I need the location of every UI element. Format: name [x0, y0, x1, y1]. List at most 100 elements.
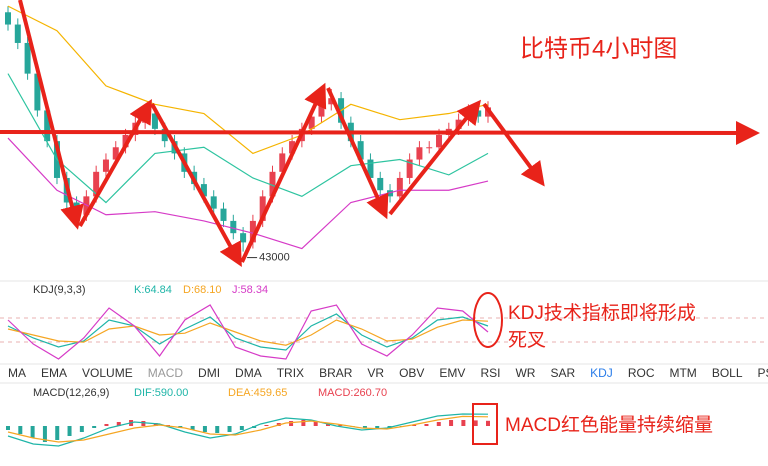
indicator-line: [7, 304, 489, 360]
histogram-bar: [215, 426, 220, 433]
annotation-note: 死叉: [508, 330, 546, 351]
candle-body: [122, 135, 129, 148]
annotation-arrows: [0, 0, 760, 445]
histogram-bar: [436, 422, 441, 426]
candle-body: [161, 128, 168, 142]
indicator-tab[interactable]: WR: [515, 366, 535, 380]
legend-entry: DIF:590.00: [134, 387, 188, 399]
histogram-bar: [412, 425, 417, 426]
histogram-bar: [289, 421, 294, 426]
price-pane: 43000: [5, 5, 491, 263]
candle-body: [93, 171, 100, 197]
histogram-bar: [67, 426, 72, 436]
indicator-tab[interactable]: VR: [367, 366, 384, 380]
macd-pane: MACD(12,26,9) DIF:590.00 DEA:459.65 MACD:26…: [6, 387, 490, 447]
candle-body: [24, 42, 31, 74]
candle-body: [112, 147, 119, 160]
indicator-tab[interactable]: PSY: [758, 366, 768, 380]
histogram-bar: [449, 420, 454, 426]
indicator-line: [7, 319, 489, 346]
histogram-bar: [424, 424, 429, 426]
histogram-bar: [375, 426, 380, 429]
indicator-tab[interactable]: OBV: [399, 366, 424, 380]
indicator-title: MACD(12,26,9): [33, 387, 109, 399]
highlight-ellipse: [473, 292, 503, 348]
annotation-note: MACD红色能量持续缩量: [505, 414, 713, 436]
histogram-bar: [42, 426, 47, 442]
trend-arrow: [326, 87, 389, 220]
indicator-line: [7, 415, 489, 443]
annotation-note: KDJ技术指标即将形成: [508, 302, 696, 324]
kdj-pane: KDJ(9,3,3) K:64.84 D:68.10 J:58.34: [7, 284, 489, 360]
histogram-bar: [301, 420, 306, 426]
histogram-bar: [55, 426, 60, 440]
trend-arrow: [240, 82, 327, 263]
candle-body: [318, 104, 325, 117]
histogram-bar: [104, 424, 109, 426]
indicator-tabs: MA EMA VOLUME MACD DMI DMA TRIX BRAR VR OBV EMV RSI…: [8, 366, 768, 380]
indicator-tab[interactable]: BRAR: [319, 366, 353, 380]
indicator-tab[interactable]: MA: [8, 366, 26, 380]
histogram-bar: [18, 426, 23, 434]
histogram-bar: [202, 426, 207, 432]
candle-body: [210, 196, 217, 209]
ma-line: [7, 73, 489, 204]
ma-line: [7, 137, 489, 250]
candle-body: [151, 113, 158, 129]
indicator-tab[interactable]: EMA: [41, 366, 67, 380]
indicator-tab[interactable]: RSI: [480, 366, 500, 380]
indicator-tab[interactable]: MACD: [148, 366, 184, 380]
candle-body: [436, 135, 443, 148]
histogram-bar: [461, 420, 466, 426]
candle-body: [249, 220, 256, 243]
trend-arrow: [18, 0, 84, 230]
candle-body: [240, 233, 247, 243]
low-label: 43000: [259, 251, 290, 263]
indicator-tab[interactable]: DMI: [198, 366, 220, 380]
indicator-tab[interactable]: BOLL: [712, 366, 743, 380]
histogram-bar: [239, 426, 244, 430]
indicator-tab[interactable]: MTM: [669, 366, 696, 380]
indicator-line: [7, 313, 489, 351]
candle-body: [289, 141, 296, 154]
indicator-tab[interactable]: TRIX: [277, 366, 304, 380]
indicator-tab[interactable]: EMV: [439, 366, 465, 380]
ma-line: [7, 5, 489, 155]
histogram-bar: [6, 426, 10, 430]
legend-entry: K:64.84: [134, 284, 172, 296]
indicator-tab[interactable]: KDJ: [590, 366, 613, 380]
histogram-bar: [116, 422, 121, 426]
indicator-tab[interactable]: VOLUME: [82, 366, 133, 380]
candle-body: [426, 147, 433, 149]
histogram-bar: [473, 420, 478, 426]
histogram-bar: [92, 426, 97, 428]
indicator-title: KDJ(9,3,3): [33, 284, 86, 296]
candle-body: [279, 153, 286, 172]
candle-body: [5, 12, 11, 25]
histogram-bar: [313, 421, 318, 426]
indicator-tab[interactable]: DMA: [235, 366, 262, 380]
legend-entry: DEA:459.65: [228, 387, 287, 399]
candle-body: [475, 110, 482, 117]
candle-body: [200, 184, 207, 197]
histogram-bar: [30, 426, 35, 438]
indicator-tab[interactable]: SAR: [550, 366, 575, 380]
candle-body: [328, 98, 335, 105]
histogram-bar: [486, 420, 490, 426]
trend-arrow: [482, 102, 545, 187]
candle-body: [308, 116, 315, 129]
annotation-title: 比特币4小时图: [520, 35, 677, 62]
indicator-tab[interactable]: ROC: [628, 366, 655, 380]
histogram-bar: [227, 426, 232, 432]
histogram-bar: [141, 421, 146, 426]
candle-body: [357, 141, 364, 160]
candle-body: [102, 159, 109, 172]
candle-body: [269, 171, 276, 197]
candle-body: [220, 208, 227, 221]
histogram-bar: [79, 426, 84, 432]
candle-body: [34, 73, 41, 111]
histogram-bar: [153, 423, 158, 426]
candle-body: [406, 159, 413, 178]
legend-entry: J:58.34: [232, 284, 268, 296]
